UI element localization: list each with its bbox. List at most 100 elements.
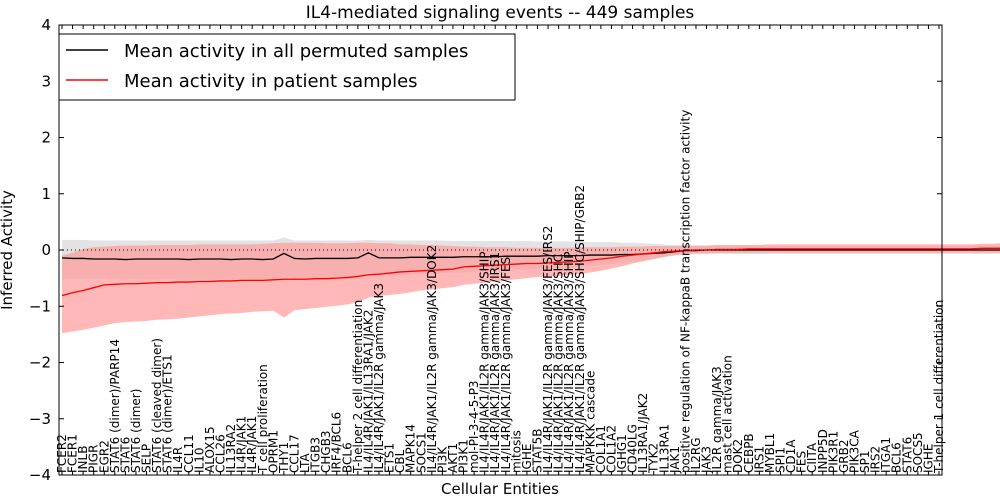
category-label: MAPK14	[404, 424, 418, 473]
category-label: IGHE	[520, 444, 534, 473]
category-label: mol-PI-3-4-5-P3	[467, 380, 481, 473]
series-lines	[61, 247, 1000, 297]
category-label: GRB2	[837, 439, 851, 473]
category-label: IL2R gamma/JAK3	[710, 366, 724, 473]
category-label: CHGB3	[319, 430, 333, 473]
category-label: IGHG1	[615, 434, 629, 473]
category-label: COL1A1	[594, 425, 608, 473]
legend-label-patient: Mean activity in patient samples	[124, 71, 418, 92]
legend-label-permuted: Mean activity in all permuted samples	[124, 41, 468, 62]
category-label: EGR2	[97, 440, 111, 473]
category-label: IRS1	[752, 446, 766, 473]
category-label: CD40LG	[626, 424, 640, 473]
category-label: BCL6	[890, 442, 904, 473]
x-axis-label: Cellular Entities	[441, 480, 559, 498]
category-label: IL4/IL4R/JAK1/IL2R gamma/JAK3/DOK2	[425, 245, 439, 473]
category-label: TYK2	[647, 443, 661, 474]
confidence-bands	[62, 237, 1000, 334]
category-label: T cell proliferation	[256, 364, 270, 474]
category-label: STAT6 (dimer)/ETS1	[161, 354, 175, 473]
category-label: SOCS5	[911, 432, 925, 473]
category-label: IL13RA2	[224, 424, 238, 473]
x-axis-ticks	[61, 25, 940, 475]
category-label: mast cell activation	[721, 355, 735, 473]
chart-title: IL4-mediated signaling events -- 449 sam…	[306, 3, 695, 23]
category-label: CCL17	[287, 434, 301, 473]
category-label: STAT6 (cleaved dimer)	[150, 338, 164, 473]
category-label: IL4/IL4R/JAK1/IL2R gamma/JAK3/IRS1	[488, 252, 502, 473]
y-tick-label: −4	[29, 466, 51, 484]
category-label: IL4/IL4R/JAK1/IL2R gamma/JAK3/SHC/SHIP/G…	[573, 185, 587, 473]
category-label: INPP5D	[816, 429, 830, 473]
legend: Mean activity in all permuted samples Me…	[58, 33, 516, 101]
category-label: IRF4/BCL6	[330, 412, 344, 473]
category-label: IL4/IL4R/JAK1/IL2R gamma/JAK3/FES	[499, 257, 513, 473]
category-label: SELP	[140, 444, 154, 473]
category-label: CBL	[393, 449, 407, 473]
category-label: STAT6	[118, 437, 132, 473]
category-label: DOK2	[731, 439, 745, 473]
y-axis-ticks: 4 3 2 1 0 −1 −2 −3 −4	[29, 16, 942, 484]
category-label: IL4/IL4R/JAK1/IL2R gamma/JAK3	[372, 283, 386, 473]
category-label: COL1A2	[604, 425, 618, 473]
category-label: STAT6 (dimer)/PARP14	[108, 339, 122, 473]
y-tick-label: −1	[29, 297, 51, 315]
category-label: T-helper 1 cell differentiation	[932, 300, 946, 474]
category-label: SOCS1	[414, 432, 428, 473]
category-label: IGHE	[921, 444, 935, 473]
category-label: STAT6 (dimer)	[129, 389, 143, 473]
category-label: OPRM1	[266, 430, 280, 473]
category-label: ITGB3	[309, 437, 323, 473]
category-label: PI3K1	[457, 439, 471, 473]
category-label: BCL6	[340, 442, 354, 473]
category-label: T-helper 2 cell differentiation	[351, 300, 365, 474]
category-label: STAT5B	[530, 429, 544, 474]
category-label: THY1	[277, 442, 291, 474]
category-label: IL4/IL4R/JAK1/IL2R gamma/JAK3/SHIP	[562, 252, 576, 473]
category-label: IL2RG	[689, 438, 703, 474]
category-label: PIK3CA	[847, 429, 861, 473]
category-label: IL13RA1/JAK2	[636, 393, 650, 473]
category-label: PIGR	[87, 445, 101, 473]
y-tick-label: 4	[41, 16, 51, 34]
patient-band	[62, 242, 1000, 334]
category-label: positive regulation of NF-kappaB transcr…	[678, 110, 692, 473]
category-label: IL4R/JAK1	[235, 416, 249, 473]
category-label: INLB	[76, 446, 90, 473]
category-label: JAK3	[700, 446, 714, 474]
patient-mean-line	[61, 247, 1000, 297]
category-label: CCL26	[213, 434, 227, 473]
category-label: mitosis	[509, 430, 523, 473]
legend-box	[58, 33, 516, 101]
category-label: CCL11	[182, 434, 196, 473]
y-tick-label: 2	[41, 129, 51, 147]
y-tick-label: 0	[41, 241, 51, 259]
category-label: IL13RA1	[657, 424, 671, 473]
category-label: IL4/IL4R/JAK1/IL13RA1/JAK2	[361, 310, 375, 474]
category-label: IL4/IL4R/JAK1/IL2R gamma/JAK3/SHIP	[478, 252, 492, 473]
category-label: FES	[795, 451, 809, 473]
category-label: CEBPB	[742, 433, 756, 473]
permuted-mean-line	[61, 249, 1000, 261]
category-label: ETS1	[383, 443, 397, 473]
category-label: PI3K	[435, 446, 449, 473]
category-label: AKT1	[446, 443, 460, 473]
category-label: IL10	[192, 448, 206, 474]
y-tick-label: −3	[29, 410, 51, 428]
category-label: ALOX15	[203, 426, 217, 473]
category-label: IRS2	[869, 446, 883, 473]
y-tick-label: −2	[29, 354, 51, 372]
category-label: STAT6	[900, 437, 914, 473]
category-label: IL4/IL4R/JAK1/IL2R gamma/JAK3/SHC	[552, 254, 566, 473]
category-label: IL4/IL4R/JAK1/IL2R gamma/JAK3/FES/IRS2	[541, 226, 555, 473]
y-tick-label: 1	[41, 185, 51, 203]
category-label: IL4R	[171, 447, 185, 473]
y-tick-label: 3	[41, 72, 51, 90]
category-label: MYBL1	[763, 433, 777, 473]
category-label: ITGA1	[879, 437, 893, 473]
category-label: SP1	[858, 451, 872, 474]
category-label: FCER2	[55, 434, 69, 473]
category-label: JAK1	[668, 446, 682, 474]
